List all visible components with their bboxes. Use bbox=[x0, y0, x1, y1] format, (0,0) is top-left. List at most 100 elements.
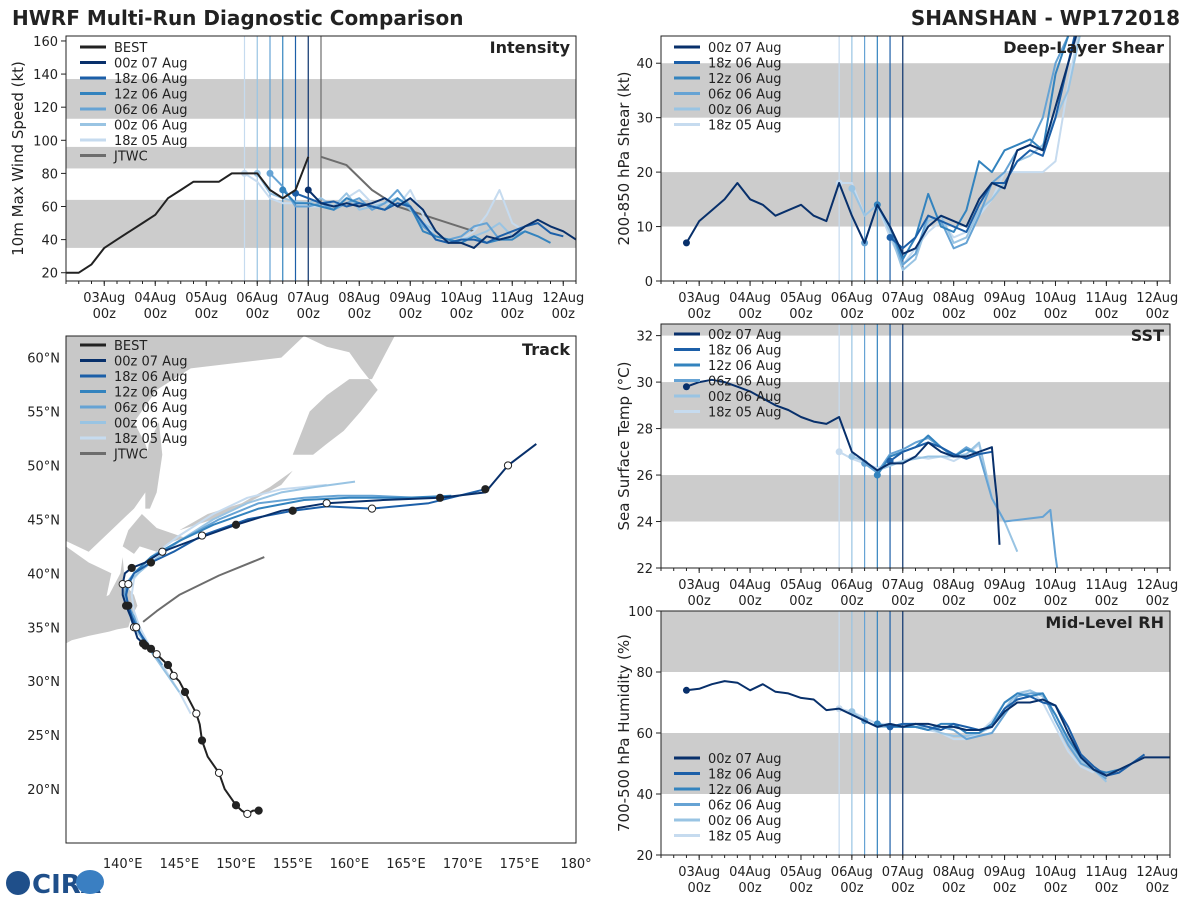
track-position-marker bbox=[132, 623, 141, 632]
series-line-06z-06-aug bbox=[863, 36, 1071, 266]
x-tick-day: 12Aug bbox=[1136, 865, 1178, 880]
logo-globe-icon bbox=[6, 871, 30, 895]
x-tick-hour: 00z bbox=[891, 594, 915, 609]
panel-title: Track bbox=[522, 340, 570, 359]
lat-tick-label: 50°N bbox=[27, 459, 60, 474]
x-tick-hour: 00z bbox=[93, 307, 117, 322]
x-tick-day: 07Aug bbox=[287, 291, 329, 306]
land-mass bbox=[145, 422, 163, 509]
track-line-18z-06-aug bbox=[125, 488, 486, 650]
lon-tick-label: 155°E bbox=[273, 857, 313, 872]
y-tick-label: 40 bbox=[636, 788, 653, 803]
series-line-00z-07-aug bbox=[686, 680, 1170, 777]
lon-tick-label: 160°E bbox=[330, 857, 370, 872]
legend-entry: BEST bbox=[114, 41, 147, 56]
lon-tick-label: 140°E bbox=[103, 857, 143, 872]
x-tick-hour: 00z bbox=[942, 307, 966, 322]
x-tick-hour: 00z bbox=[1044, 594, 1068, 609]
land-mass bbox=[66, 336, 395, 455]
x-tick-day: 03Aug bbox=[678, 865, 720, 880]
legend-entry: 18z 06 Aug bbox=[708, 57, 782, 72]
series-line-best bbox=[66, 156, 310, 274]
track-position-marker bbox=[180, 687, 190, 697]
x-tick-hour: 00z bbox=[1095, 307, 1119, 322]
legend-entry: JTWC bbox=[113, 448, 148, 463]
series-line-06z-06-aug bbox=[269, 172, 526, 241]
y-tick-label: 10 bbox=[636, 221, 653, 236]
x-tick-day: 11Aug bbox=[1085, 865, 1127, 880]
x-tick-day: 04Aug bbox=[729, 865, 771, 880]
track-position-marker bbox=[197, 531, 207, 540]
y-tick-label: 32 bbox=[636, 330, 653, 345]
track-position-marker bbox=[146, 644, 156, 653]
y-tick-label: 20 bbox=[636, 849, 653, 864]
legend-entry: 06z 06 Aug bbox=[114, 401, 188, 416]
init-marker bbox=[848, 452, 856, 460]
x-tick-day: 04Aug bbox=[729, 578, 771, 593]
x-tick-day: 04Aug bbox=[134, 291, 176, 306]
figure-title: HWRF Multi-Run Diagnostic Comparison bbox=[12, 6, 463, 30]
track-position-marker bbox=[138, 639, 148, 648]
init-marker bbox=[682, 239, 690, 247]
y-tick-label: 20 bbox=[636, 166, 653, 181]
track-line-18z-05-aug bbox=[130, 483, 327, 715]
x-tick-hour: 00z bbox=[552, 307, 576, 322]
x-tick-hour: 00z bbox=[789, 881, 813, 896]
legend-entry: 18z 06 Aug bbox=[708, 768, 782, 783]
x-tick-day: 03Aug bbox=[83, 291, 125, 306]
y-axis-label: Sea Surface Temp (°C) bbox=[615, 361, 633, 530]
lat-tick-label: 45°N bbox=[27, 513, 60, 528]
legend-entry: 00z 06 Aug bbox=[708, 814, 782, 829]
legend-entry: 12z 06 Aug bbox=[114, 386, 188, 401]
x-tick-hour: 00z bbox=[789, 307, 813, 322]
track-position-marker bbox=[192, 709, 201, 718]
x-tick-day: 10Aug bbox=[1035, 865, 1077, 880]
series-line-12z-06-aug bbox=[282, 189, 551, 244]
legend-entry: 18z 05 Aug bbox=[708, 119, 782, 134]
x-tick-day: 06Aug bbox=[831, 578, 873, 593]
y-axis-label: 200-850 hPa Shear (kt) bbox=[615, 72, 633, 246]
y-tick-label: 28 bbox=[636, 423, 653, 438]
x-tick-day: 08Aug bbox=[338, 291, 380, 306]
legend-entry: 18z 05 Aug bbox=[708, 406, 782, 421]
init-marker bbox=[873, 471, 881, 479]
plot-area bbox=[66, 36, 576, 281]
x-tick-day: 05Aug bbox=[780, 578, 822, 593]
plot-area bbox=[661, 36, 1170, 281]
x-tick-day: 12Aug bbox=[542, 291, 584, 306]
land-mass bbox=[122, 514, 185, 554]
track-line-jtwc bbox=[142, 556, 265, 623]
x-tick-day: 05Aug bbox=[780, 865, 822, 880]
x-tick-hour: 00z bbox=[942, 594, 966, 609]
legend-entry: 00z 07 Aug bbox=[708, 752, 782, 767]
x-tick-day: 12Aug bbox=[1136, 578, 1178, 593]
x-tick-day: 10Aug bbox=[440, 291, 482, 306]
track-position-marker bbox=[214, 768, 224, 777]
x-tick-day: 05Aug bbox=[780, 291, 822, 306]
y-tick-label: 30 bbox=[636, 112, 653, 127]
init-marker bbox=[886, 233, 894, 241]
lon-tick-label: 150°E bbox=[216, 857, 256, 872]
x-tick-day: 11Aug bbox=[1085, 291, 1127, 306]
x-tick-hour: 00z bbox=[1146, 594, 1170, 609]
map-area bbox=[66, 336, 537, 818]
x-tick-day: 08Aug bbox=[933, 865, 975, 880]
init-marker bbox=[304, 186, 312, 194]
x-tick-day: 09Aug bbox=[984, 865, 1026, 880]
plot-area bbox=[661, 611, 1170, 855]
x-tick-hour: 00z bbox=[297, 307, 321, 322]
panel-title: Mid-Level RH bbox=[1045, 613, 1164, 632]
x-tick-day: 06Aug bbox=[236, 291, 278, 306]
storm-name: SHANSHAN - WP172018 bbox=[911, 6, 1180, 30]
init-marker bbox=[835, 448, 843, 456]
x-tick-hour: 00z bbox=[840, 881, 864, 896]
gray-band bbox=[661, 63, 1170, 118]
x-tick-day: 09Aug bbox=[984, 578, 1026, 593]
x-tick-hour: 00z bbox=[687, 594, 711, 609]
legend-entry: 00z 07 Aug bbox=[114, 355, 188, 370]
lon-tick-label: 170°E bbox=[443, 857, 483, 872]
x-tick-hour: 00z bbox=[1146, 881, 1170, 896]
